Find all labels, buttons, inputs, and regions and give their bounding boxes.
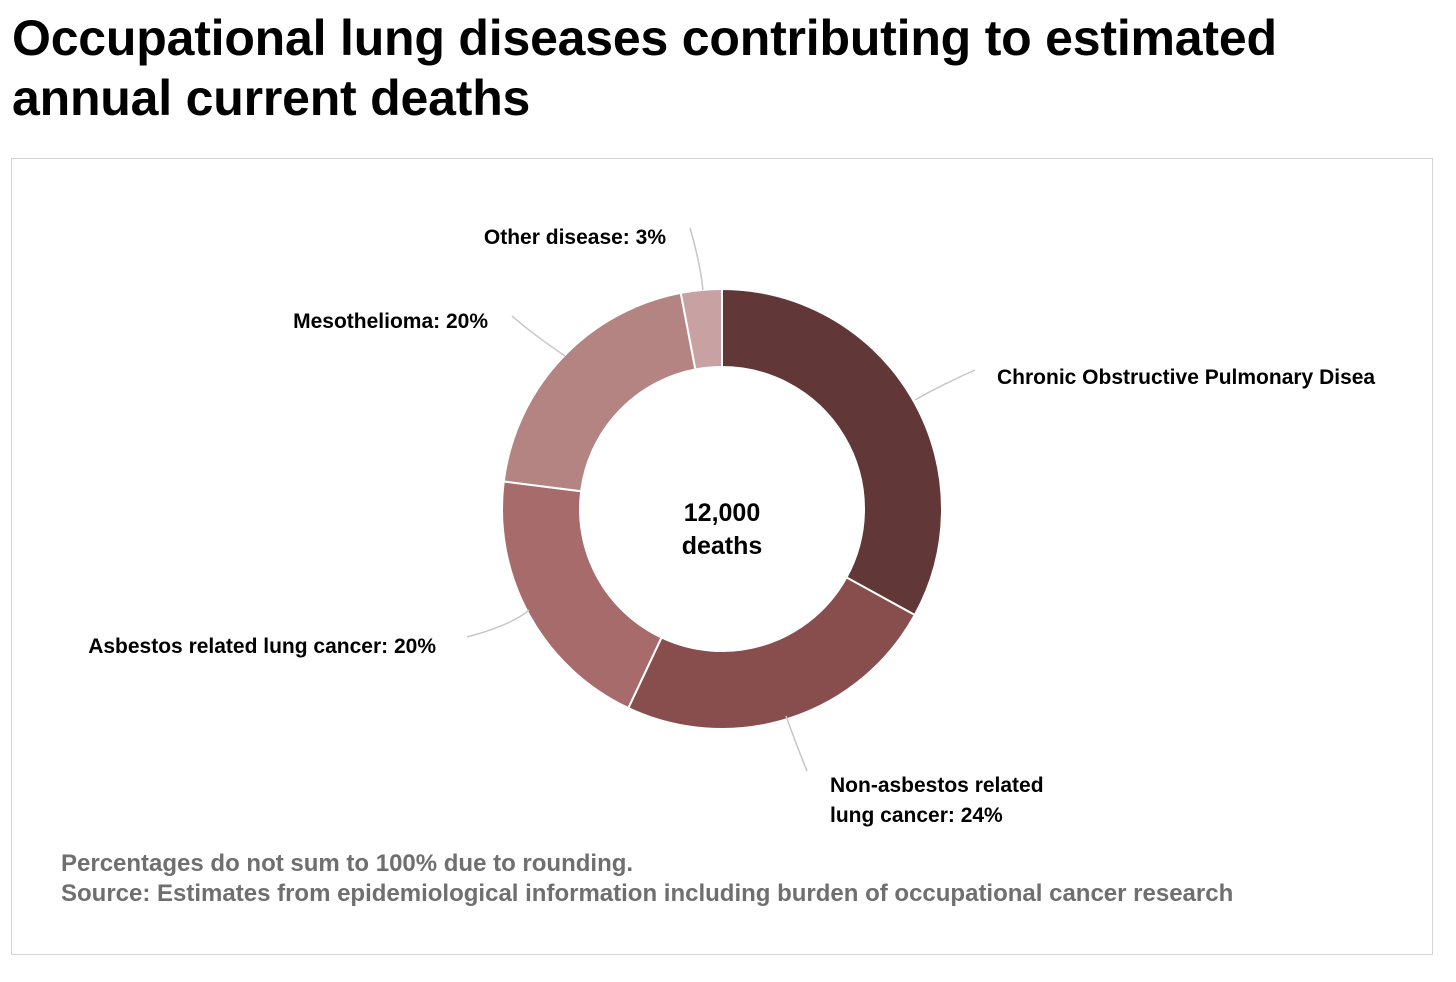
slice-label: Chronic Obstructive Pulmonary Disea [997,366,1375,389]
source-note: Source: Estimates from epidemiological i… [61,880,1234,907]
slice-label: Other disease: 3% [484,226,666,249]
slice-layer [501,287,943,730]
leader-line-layer [466,227,976,772]
donut-chart: Chronic Obstructive Pulmonary Disea Non-a… [88,226,1375,827]
donut-slice-non-asbestos-related-lung-cancer [626,576,917,730]
rounding-note: Percentages do not sum to 100% due to ro… [61,850,634,877]
leader-line [914,369,976,401]
leader-line [466,609,530,638]
center-total-value: 12,000 [684,499,760,527]
slice-label: Asbestos related lung cancer: 20% [88,635,436,658]
slice-label: Mesothelioma: 20% [293,310,488,333]
center-total-unit: deaths [682,532,763,560]
slice-label: Non-asbestos related [830,774,1044,797]
leader-line [785,715,808,772]
donut-slice-other-disease [679,287,723,371]
slice-label: lung cancer: 24% [830,804,1003,827]
donut-slice-chronic-obstructive-pulmonary-disease [721,287,943,617]
slice-label-layer: Chronic Obstructive Pulmonary Disea Non-a… [88,226,1375,827]
leader-line [511,315,566,357]
chart-frame: Chronic Obstructive Pulmonary Disea Non-a… [11,158,1433,955]
leader-line [689,227,704,291]
donut-slice-asbestos-related-lung-cancer [501,480,663,710]
page-title: Occupational lung diseases contributing … [12,10,1277,126]
donut-slice-mesothelioma [502,291,697,493]
